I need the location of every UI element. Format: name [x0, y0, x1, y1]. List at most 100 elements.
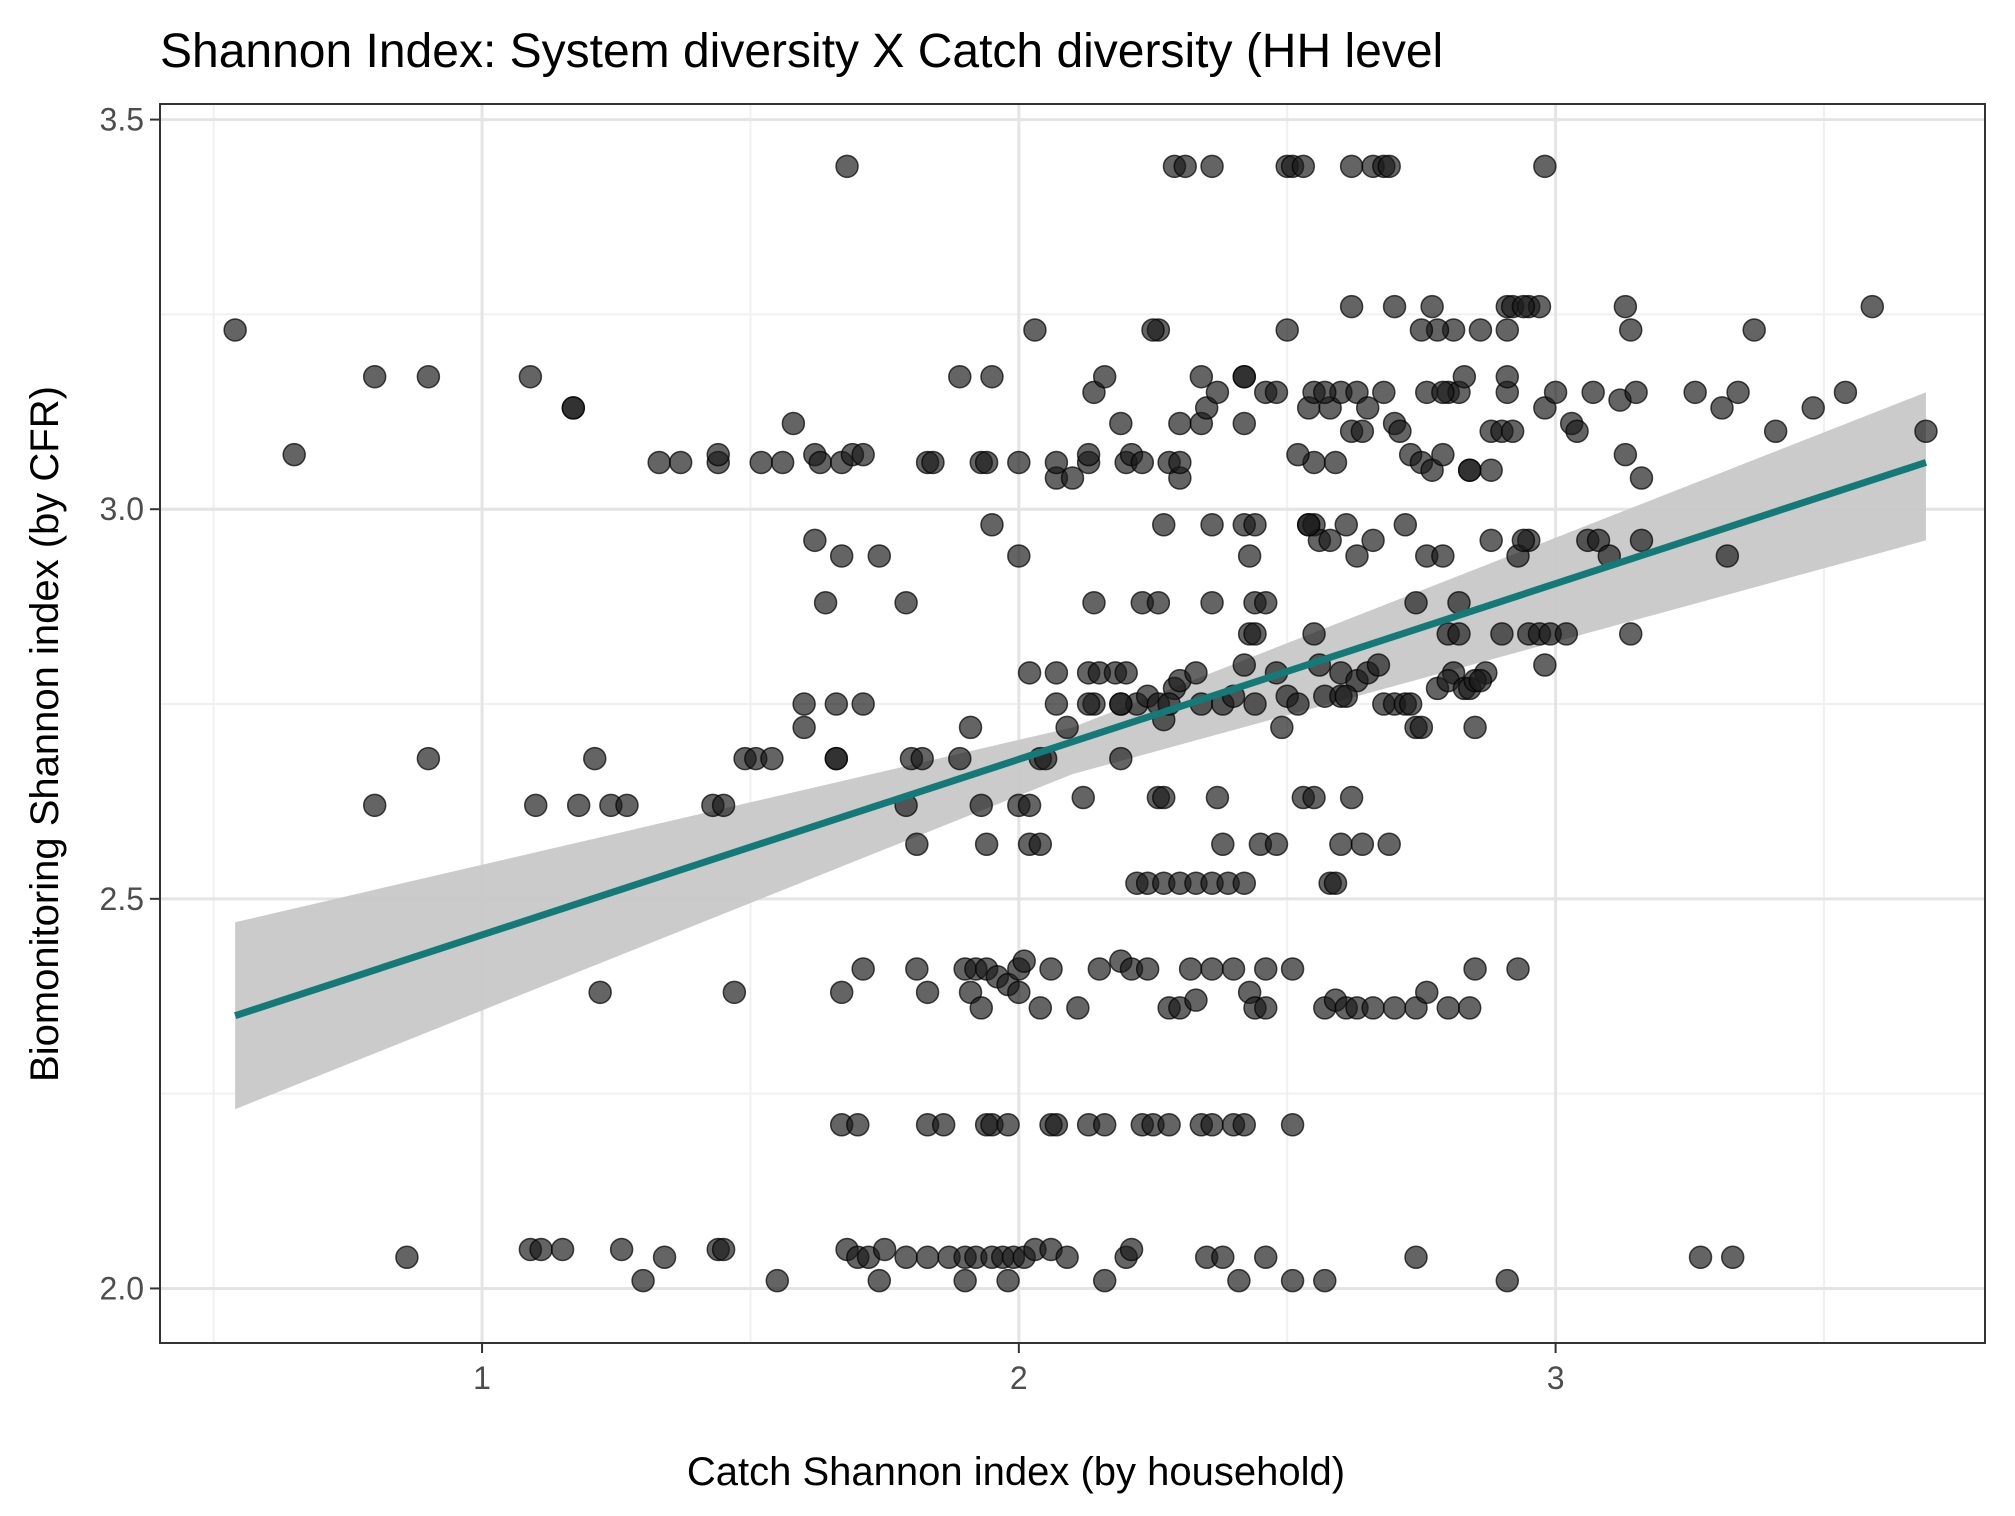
data-point	[1763, 419, 1788, 444]
data-point	[1044, 1113, 1069, 1137]
y-tick-label: 2.5	[100, 881, 144, 917]
data-point	[1200, 513, 1224, 537]
points-layer	[223, 154, 1938, 1293]
data-point	[996, 1113, 1020, 1137]
data-point	[1382, 996, 1407, 1020]
data-point	[1275, 318, 1299, 342]
data-point	[1479, 528, 1503, 553]
data-point	[1420, 294, 1444, 319]
data-point	[529, 1237, 553, 1262]
data-point	[1313, 1268, 1337, 1293]
data-point	[1345, 544, 1369, 568]
data-point	[1404, 1245, 1428, 1270]
data-point	[1168, 411, 1192, 436]
data-point	[1055, 1245, 1079, 1270]
data-point	[1431, 544, 1455, 568]
data-point	[1415, 980, 1439, 1005]
data-point	[867, 1268, 892, 1293]
data-point	[1506, 957, 1530, 981]
data-point	[1742, 318, 1766, 342]
data-point	[948, 746, 972, 771]
data-point	[1291, 154, 1316, 179]
data-point	[1253, 957, 1278, 981]
data-point	[1398, 692, 1423, 716]
data-point	[1495, 318, 1520, 342]
y-axis-label: Biomonitoring Shannon index (by CFR)	[23, 386, 67, 1082]
data-point	[550, 1237, 575, 1262]
data-point	[1533, 154, 1557, 179]
data-point	[1211, 832, 1235, 857]
data-point	[1404, 590, 1428, 615]
data-point	[1168, 450, 1192, 475]
data-point	[824, 746, 849, 771]
data-point	[1243, 692, 1267, 716]
data-point	[1618, 318, 1643, 342]
data-point	[1039, 957, 1063, 981]
data-point	[609, 1237, 634, 1262]
data-point	[867, 544, 892, 568]
data-point	[1683, 380, 1707, 405]
data-point	[894, 1245, 918, 1270]
regression-line-layer	[234, 459, 1928, 1020]
data-point	[1457, 996, 1482, 1020]
data-point	[1457, 458, 1482, 482]
chart-title: Shannon Index: System diversity X Catch …	[160, 25, 1443, 78]
data-point	[1366, 653, 1391, 677]
data-point	[1624, 380, 1648, 405]
x-axis-label: Catch Shannon index (by household)	[687, 1450, 1345, 1494]
confidence-band-layer	[235, 392, 1926, 1110]
data-point	[1232, 364, 1257, 389]
data-point	[872, 1237, 897, 1262]
data-point	[1313, 380, 1337, 405]
data-point	[647, 450, 671, 475]
regression-line	[234, 459, 1928, 1020]
data-point	[931, 1113, 956, 1137]
data-point	[561, 396, 586, 420]
data-point	[1205, 785, 1230, 810]
data-point	[1565, 419, 1589, 444]
data-point	[1463, 715, 1487, 740]
data-point	[1152, 785, 1176, 810]
data-point	[1044, 692, 1069, 716]
data-point	[588, 980, 612, 1005]
data-point	[1012, 949, 1036, 973]
data-point	[1302, 622, 1326, 646]
data-point	[1350, 419, 1375, 444]
x-tick-label: 3	[1547, 1360, 1565, 1396]
data-point	[1237, 544, 1262, 568]
data-point	[1339, 294, 1364, 319]
data-point	[1688, 1245, 1713, 1270]
data-point	[523, 793, 548, 818]
data-point	[1173, 154, 1197, 179]
data-point	[1511, 294, 1536, 319]
data-point	[1232, 411, 1257, 436]
data-point	[1318, 528, 1342, 553]
data-point	[1726, 380, 1750, 405]
data-point	[416, 746, 441, 771]
data-point	[566, 793, 591, 818]
data-point	[1200, 590, 1224, 615]
data-point	[1468, 318, 1493, 342]
data-point	[1339, 785, 1364, 810]
data-point	[1296, 513, 1321, 537]
data-point	[905, 957, 929, 981]
data-point	[1253, 1245, 1278, 1270]
data-point	[1323, 871, 1348, 895]
data-point	[1076, 692, 1101, 716]
data-point	[1119, 1237, 1144, 1262]
data-point	[1463, 957, 1487, 981]
data-point	[958, 715, 983, 740]
axis-layer: 1 2 3 2.0 2.5 3.0 3.5	[100, 102, 1565, 1396]
data-point	[910, 746, 934, 771]
data-point	[1044, 661, 1069, 685]
data-point	[1302, 785, 1326, 810]
data-point	[1355, 396, 1380, 420]
data-point	[722, 980, 747, 1005]
data-point	[1109, 692, 1133, 716]
data-point	[1334, 513, 1358, 537]
data-point	[1114, 661, 1138, 685]
data-point	[835, 154, 859, 179]
data-point	[1339, 154, 1364, 179]
data-point	[1243, 622, 1267, 646]
